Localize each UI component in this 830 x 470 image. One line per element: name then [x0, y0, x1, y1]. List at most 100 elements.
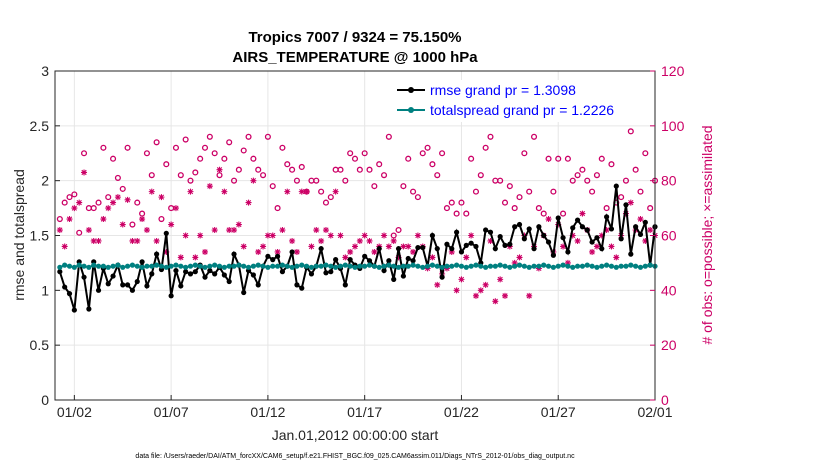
obs-assimilated-point [293, 248, 300, 255]
series-rmse-point [560, 235, 566, 241]
obs-assimilated-point [318, 237, 325, 244]
obs-assimilated-point [332, 188, 339, 195]
obs-possible-point [448, 199, 455, 206]
obs-assimilated-point [545, 216, 552, 223]
series-totalspread-point [221, 264, 227, 270]
obs-possible-point [274, 205, 281, 212]
series-totalspread-point [570, 264, 576, 270]
obs-possible-point [497, 177, 504, 184]
obs-possible-point [477, 172, 484, 179]
y-right-tick-label: 80 [661, 173, 677, 189]
series-totalspread-point [381, 263, 387, 269]
obs-assimilated-point [448, 248, 455, 255]
series-rmse-point [497, 233, 503, 240]
obs-possible-point [139, 210, 146, 217]
obs-possible-point [61, 199, 68, 206]
obs-possible-point [550, 188, 557, 195]
obs-possible-point [511, 205, 518, 212]
obs-possible-point [284, 161, 291, 168]
obs-possible-point [148, 172, 155, 179]
obs-assimilated-point [187, 188, 194, 195]
obs-possible-point [560, 210, 567, 217]
obs-assimilated-point [603, 227, 610, 234]
series-totalspread-point [270, 263, 276, 269]
series-totalspread-point [62, 262, 68, 268]
series-totalspread-point [512, 263, 518, 269]
obs-possible-point [80, 150, 88, 157]
obs-possible-point [206, 133, 213, 140]
obs-possible-point [414, 194, 421, 201]
series-totalspread-point [357, 263, 363, 269]
obs-assimilated-point [381, 232, 388, 239]
obs-possible-point [574, 172, 581, 179]
chart-title: Tropics 7007 / 9324 = 75.150% [248, 29, 461, 46]
obs-assimilated-point [453, 287, 460, 294]
obs-assimilated-point [472, 292, 479, 299]
series-rmse-point [434, 246, 440, 252]
obs-possible-point [129, 221, 136, 228]
legend-spread-label: totalspread grand pr = 1.2226 [430, 102, 614, 118]
obs-assimilated-point [371, 248, 378, 255]
series-totalspread-point [637, 264, 644, 270]
obs-assimilated-point [405, 243, 412, 250]
obs-possible-point [327, 194, 334, 201]
obs-assimilated-point [274, 248, 281, 255]
obs-possible-point [356, 166, 363, 173]
series-rmse-point [400, 273, 406, 279]
obs-possible-point [366, 166, 373, 173]
series-totalspread-point [95, 263, 102, 269]
obs-assimilated-point [158, 194, 165, 201]
series-totalspread-point [502, 263, 508, 269]
series-totalspread-point [91, 262, 97, 268]
obs-assimilated-point [308, 243, 315, 250]
obs-assimilated-point [105, 205, 112, 212]
series-obs-assimilated [56, 166, 658, 305]
obs-possible-point [501, 199, 509, 206]
series-rmse-point [274, 253, 281, 259]
series-rmse-point [129, 287, 136, 293]
obs-possible-point [593, 172, 600, 179]
obs-assimilated-point [511, 259, 518, 266]
obs-possible-point [400, 183, 407, 190]
series-rmse-point [270, 257, 276, 263]
obs-assimilated-point [231, 227, 238, 234]
series-totalspread-point [134, 263, 140, 269]
series-totalspread-point [487, 263, 494, 269]
series-rmse-point [415, 244, 421, 251]
obs-possible-point [245, 133, 252, 140]
series-totalspread-point [333, 264, 339, 270]
obs-assimilated-point [192, 254, 199, 261]
obs-possible-point [622, 177, 630, 184]
obs-possible-point [603, 205, 610, 212]
series-rmse-point [250, 272, 256, 278]
series-totalspread-point [589, 263, 595, 269]
obs-assimilated-point [322, 227, 329, 234]
series-totalspread-point [454, 262, 460, 268]
series-rmse-point [241, 289, 247, 296]
x-tick-label: 01/22 [444, 404, 479, 420]
obs-possible-point [264, 133, 271, 140]
obs-assimilated-point [100, 216, 107, 223]
obs-possible-point [647, 205, 654, 212]
obs-assimilated-point [492, 298, 499, 305]
obs-possible-point [443, 205, 450, 212]
series-rmse-point [502, 242, 508, 248]
obs-assimilated-point [172, 205, 179, 212]
series-rmse-point [226, 278, 232, 285]
series-rmse-point [463, 242, 469, 248]
obs-possible-point [119, 185, 126, 192]
series-totalspread-point [120, 264, 126, 270]
series-rmse-point [347, 257, 353, 263]
y-right-tick-label: 60 [661, 228, 677, 244]
series-totalspread-point [192, 262, 198, 268]
obs-possible-point [240, 147, 247, 154]
series-totalspread-point [633, 263, 639, 269]
series-rmse-point [212, 271, 218, 277]
series-rmse-point [163, 230, 169, 236]
obs-assimilated-point [327, 232, 334, 239]
obs-possible-point [221, 155, 228, 162]
series-totalspread-point [618, 263, 624, 269]
series-totalspread-point [516, 262, 523, 268]
obs-possible-point [260, 172, 267, 179]
obs-assimilated-point [458, 276, 465, 283]
